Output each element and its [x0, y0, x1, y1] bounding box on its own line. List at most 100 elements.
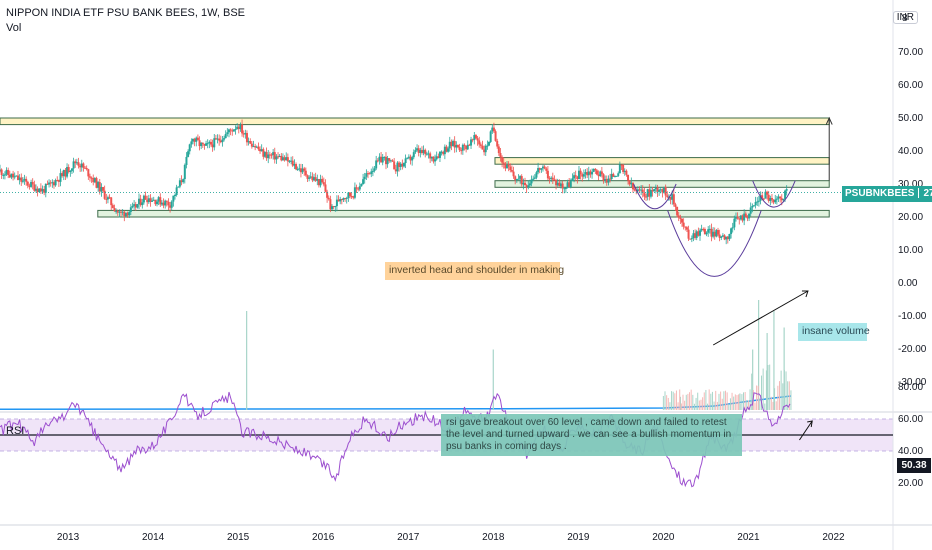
volume-bar [782, 383, 784, 410]
candle-body [383, 156, 386, 158]
candle-body [774, 199, 777, 203]
candle-body [234, 129, 237, 131]
candle-body [172, 195, 175, 202]
volume-bar [741, 394, 743, 410]
candle-body [615, 175, 618, 177]
candle-body [576, 176, 579, 179]
volume-bar [759, 398, 761, 410]
candle-body [766, 191, 769, 195]
candle-body [162, 202, 165, 206]
candle-body [641, 189, 644, 193]
volume-bar [662, 395, 664, 410]
candle-body [286, 157, 289, 162]
candle-body [545, 168, 548, 171]
candle-body [232, 129, 235, 132]
candle-body [636, 189, 639, 192]
candle-body [280, 155, 283, 161]
candle-body [510, 170, 513, 172]
candle-body [337, 199, 340, 202]
currency-button[interactable]: INR [892, 11, 918, 24]
candle-body [460, 150, 463, 152]
candle-body [553, 179, 556, 181]
candle-body [7, 169, 10, 176]
candle-body [108, 197, 111, 199]
candle-body [95, 178, 98, 188]
candle-body [645, 196, 648, 198]
candle-body [713, 231, 716, 237]
candle-body [653, 188, 656, 192]
candle-body [92, 177, 95, 183]
candle-body [533, 177, 536, 179]
rsi-arrow-line [799, 420, 813, 441]
candle-body [388, 158, 391, 161]
candle-body [277, 156, 280, 158]
candle-body [293, 164, 296, 166]
candle-body [110, 197, 113, 206]
candle-body [74, 161, 77, 164]
candle-body [311, 176, 314, 181]
volume-bar [672, 391, 674, 410]
price-tick-label: 30.00 [898, 179, 923, 190]
candle-body [761, 195, 764, 199]
volume-bar [739, 403, 741, 410]
candle-body [756, 201, 759, 203]
candle-body [102, 187, 105, 191]
candle-body [658, 190, 661, 192]
candle-body [731, 227, 734, 229]
candle-body [393, 161, 396, 170]
candle-body [303, 168, 306, 171]
candle-body [267, 154, 270, 159]
candle-body [507, 164, 510, 167]
candle-body [497, 146, 500, 154]
candle-body [438, 151, 441, 158]
candle-body [195, 137, 198, 142]
candle-body [77, 162, 80, 166]
candle-body [340, 199, 343, 201]
candle-body [640, 189, 643, 191]
candle-body [345, 197, 348, 199]
candle-body [90, 177, 93, 179]
candle-body [631, 182, 634, 190]
candle-body [600, 171, 603, 175]
annotation-ihs[interactable]: inverted head and shoulder in making [385, 262, 564, 280]
volume-bar [710, 393, 712, 410]
candle-body [185, 156, 188, 166]
zone-rect-2[interactable] [494, 180, 830, 188]
annotation-volume[interactable]: insane volume [798, 323, 870, 341]
volume-bar [720, 391, 722, 410]
price-tick-label: 20.00 [898, 212, 923, 223]
candle-body [164, 200, 167, 206]
candle-body [577, 170, 580, 179]
candle-body [591, 171, 594, 175]
candle-body [275, 156, 278, 160]
candle-body [643, 192, 646, 197]
candle-body [442, 151, 445, 155]
candle-body [785, 189, 788, 191]
zone-rect-3[interactable] [97, 209, 830, 218]
candle-body [520, 176, 523, 185]
candle-body [159, 197, 162, 205]
annotation-rsi[interactable]: rsi gave breakout over 60 level , came d… [441, 414, 742, 456]
candle-body [170, 201, 173, 208]
zone-rect-1[interactable] [494, 157, 830, 165]
candle-body [559, 183, 562, 187]
candle-body [407, 156, 410, 158]
candle-body [259, 149, 262, 152]
candle-body [136, 204, 139, 208]
candle-body [743, 213, 746, 221]
volume-bar [739, 393, 741, 410]
candle-body [98, 182, 101, 192]
candle-body [363, 176, 366, 180]
candle-body [296, 169, 299, 171]
candle-body [214, 138, 217, 140]
zone-rect-0[interactable] [0, 117, 830, 126]
price-tick-label: -30.00 [898, 377, 927, 388]
volume-bar [703, 392, 705, 410]
candle-body [288, 160, 291, 162]
candle-body [169, 205, 172, 208]
candle-body [149, 198, 152, 202]
candle-body [412, 152, 415, 158]
left-shoulder-arc [633, 183, 677, 210]
candle-body [67, 167, 70, 173]
